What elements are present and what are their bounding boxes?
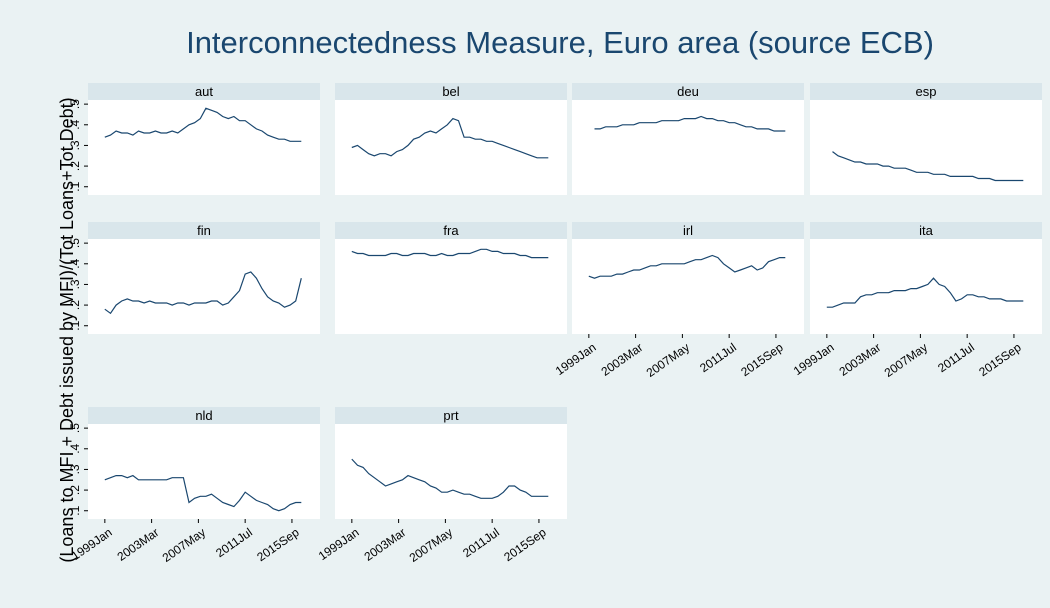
- x-tick-label: 2007May: [160, 525, 208, 565]
- x-tick-label: 2003Mar: [599, 340, 646, 379]
- panel-strip: [810, 83, 1042, 100]
- x-tick-label: 2011Jul: [935, 340, 977, 375]
- panel-strip: [335, 407, 567, 424]
- series-line: [351, 458, 549, 499]
- x-tick-label: 1999Jan: [316, 525, 362, 563]
- y-tick-label: .5: [68, 99, 82, 109]
- series-line: [826, 277, 1024, 308]
- plot-area: [810, 239, 1042, 334]
- panel-strip: [335, 83, 567, 100]
- panel-title: nld: [195, 408, 212, 423]
- plot-area: [335, 424, 567, 519]
- panel-strip: [810, 222, 1042, 239]
- plot-area: [335, 100, 567, 195]
- series-line: [104, 271, 302, 315]
- series-line: [351, 248, 549, 259]
- x-tick-label: 2011Jul: [213, 525, 255, 560]
- x-tick-label: 2007May: [644, 340, 692, 380]
- x-tick-label: 2003Mar: [362, 525, 409, 564]
- y-tick-label: .3: [68, 464, 82, 474]
- x-tick-label: 2015Sep: [738, 340, 786, 379]
- panel-strip: [88, 407, 320, 424]
- plot-area: [335, 239, 567, 334]
- x-tick-label: 2003Mar: [837, 340, 884, 379]
- panel-strip: [572, 83, 804, 100]
- y-axis-title: (Loans to MFI + Debt issued by MFI)/(Tot…: [57, 97, 77, 562]
- series-line: [588, 254, 786, 279]
- panel-strip: [88, 83, 320, 100]
- y-tick-label: .2: [68, 485, 82, 495]
- x-tick-label: 1999Jan: [553, 340, 599, 378]
- plot-area: [572, 100, 804, 195]
- x-tick-label: 2015Sep: [501, 525, 549, 564]
- panel-title: aut: [195, 84, 213, 99]
- y-tick-label: .5: [68, 238, 82, 248]
- y-tick-label: .2: [68, 161, 82, 171]
- panel-title: esp: [916, 84, 937, 99]
- plot-area: [572, 239, 804, 334]
- plot-area: [88, 239, 320, 334]
- series-line: [104, 107, 302, 142]
- panel-title: bel: [442, 84, 459, 99]
- series-line: [104, 474, 302, 512]
- series-line: [594, 115, 786, 132]
- x-tick-label: 1999Jan: [791, 340, 837, 378]
- x-tick-label: 2007May: [882, 340, 930, 380]
- plot-area: [88, 424, 320, 519]
- chart-title: Interconnectedness Measure, Euro area (s…: [186, 25, 934, 60]
- panel-strip: [335, 222, 567, 239]
- x-tick-label: 2011Jul: [460, 525, 502, 560]
- panel-title: ita: [919, 223, 934, 238]
- series-line: [351, 117, 549, 159]
- y-tick-label: .4: [68, 443, 82, 453]
- x-tick-label: 2007May: [407, 525, 455, 565]
- panel-title: prt: [443, 408, 459, 423]
- x-tick-label: 2011Jul: [697, 340, 739, 375]
- panel-strip: [88, 222, 320, 239]
- y-tick-label: .2: [68, 300, 82, 310]
- y-tick-label: .4: [68, 119, 82, 129]
- x-tick-label: 2015Sep: [254, 525, 302, 564]
- y-tick-label: .1: [68, 181, 82, 191]
- y-tick-label: .5: [68, 423, 82, 433]
- panel-title: fra: [443, 223, 459, 238]
- panel-title: irl: [683, 223, 693, 238]
- panel-title: deu: [677, 84, 699, 99]
- series-line: [832, 151, 1024, 182]
- y-tick-label: .4: [68, 258, 82, 268]
- plot-area: [88, 100, 320, 195]
- plot-area: [810, 100, 1042, 195]
- panel-strip: [572, 222, 804, 239]
- x-tick-label: 2003Mar: [115, 525, 162, 564]
- x-tick-label: 2015Sep: [976, 340, 1024, 379]
- y-tick-label: .1: [68, 505, 82, 515]
- panel-title: fin: [197, 223, 211, 238]
- y-tick-label: .3: [68, 140, 82, 150]
- y-tick-label: .1: [68, 320, 82, 330]
- y-tick-label: .3: [68, 279, 82, 289]
